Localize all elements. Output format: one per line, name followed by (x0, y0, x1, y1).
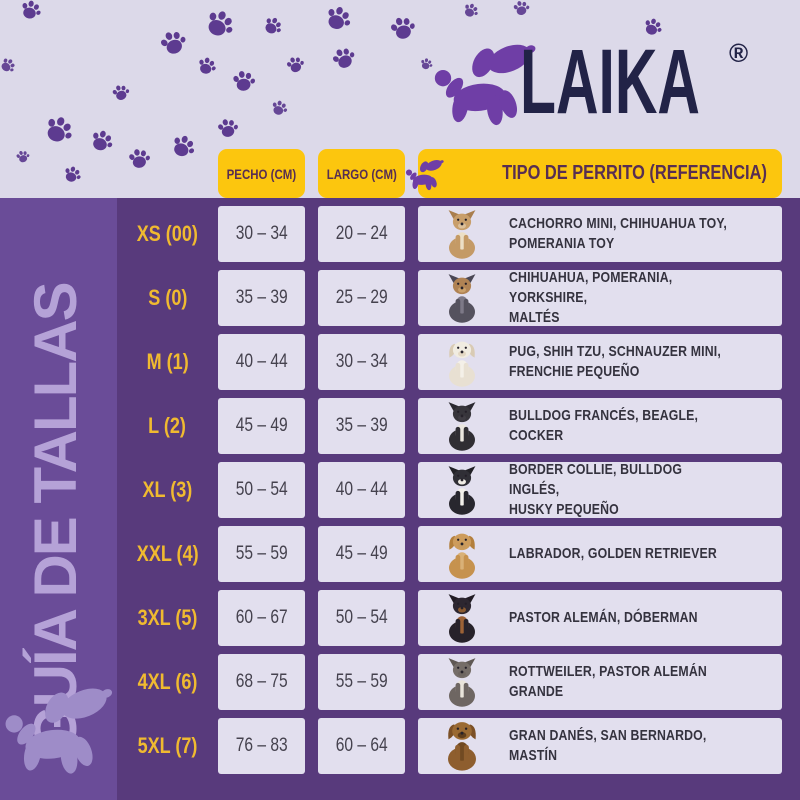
doberman-photo (431, 590, 493, 646)
balloon-dog-icon (405, 156, 449, 192)
paw-print-field (0, 0, 800, 198)
paw-print-icon (87, 127, 117, 155)
size-label: 4XL (6) (137, 669, 198, 694)
french-bulldog-photo (431, 398, 493, 454)
paw-print-icon (61, 164, 84, 185)
paw-print-icon (461, 1, 481, 21)
breed-list: PASTOR ALEMÁN, DÓBERMAN (509, 609, 698, 627)
size-label: M (1) (146, 349, 189, 374)
chest-value-cell: 45 – 49 (218, 398, 305, 454)
paw-print-icon (110, 81, 133, 103)
header-chest-label: PECHO (CM) (226, 165, 297, 182)
reference-cell: BULLDOG FRANCÉS, BEAGLE, COCKER (418, 398, 782, 454)
breed-list: GRAN DANÉS, SAN BERNARDO, MASTÍN (509, 727, 707, 764)
chest-value-cell: 76 – 83 (218, 718, 305, 774)
breed-list: LABRADOR, GOLDEN RETRIEVER (509, 545, 717, 563)
paw-print-icon (270, 98, 290, 117)
shih-tzu-photo (431, 334, 493, 390)
paw-print-icon (328, 42, 360, 73)
reference-cell: LABRADOR, GOLDEN RETRIEVER (418, 526, 782, 582)
length-value-cell: 45 – 49 (318, 526, 405, 582)
golden-retriever-photo (431, 526, 493, 582)
header-length-label: LARGO (CM) (326, 165, 397, 182)
breed-list: CACHORRO MINI, CHIHUAHUA TOY, POMERANIA … (509, 215, 727, 252)
paw-print-icon (40, 111, 78, 148)
paw-print-icon (231, 68, 258, 93)
paw-print-icon (168, 131, 199, 161)
length-value-cell: 50 – 54 (318, 590, 405, 646)
paw-print-icon (0, 55, 19, 77)
breed-list: ROTTWEILER, PASTOR ALEMÁN GRANDE (509, 663, 707, 700)
chest-value-cell: 30 – 34 (218, 206, 305, 262)
header-length: LARGO (CM) (318, 149, 405, 198)
length-value-cell: 55 – 59 (318, 654, 405, 710)
header-chest: PECHO (CM) (218, 149, 305, 198)
balloon-dog-icon (4, 676, 126, 780)
border-collie-photo (431, 462, 493, 518)
paw-print-icon (284, 53, 308, 76)
reference-cell: ROTTWEILER, PASTOR ALEMÁN GRANDE (418, 654, 782, 710)
reference-cell: CACHORRO MINI, CHIHUAHUA TOY, POMERANIA … (418, 206, 782, 262)
reference-cell: BORDER COLLIE, BULLDOG INGLÉS, HUSKY PEQ… (418, 461, 782, 518)
chest-value-cell: 40 – 44 (218, 334, 305, 390)
yorkshire-photo (431, 270, 493, 326)
size-label: S (0) (147, 285, 188, 310)
reference-cell: GRAN DANÉS, SAN BERNARDO, MASTÍN (418, 718, 782, 774)
paw-print-icon (322, 2, 355, 34)
rottweiler-photo (431, 654, 493, 710)
paw-print-icon (215, 115, 241, 140)
breed-list: BORDER COLLIE, BULLDOG INGLÉS, HUSKY PEQ… (509, 461, 683, 518)
reference-cell: PUG, SHIH TZU, SCHNAUZER MINI, FRENCHIE … (418, 334, 782, 390)
length-value-cell: 20 – 24 (318, 206, 405, 262)
paw-print-icon (201, 5, 240, 43)
paw-print-icon (419, 57, 434, 71)
length-value-cell: 25 – 29 (318, 270, 405, 326)
size-label: XXL (4) (136, 541, 199, 566)
size-label: XS (00) (136, 221, 199, 246)
breed-list: BULLDOG FRANCÉS, BEAGLE, COCKER (509, 407, 699, 444)
size-label: 5XL (7) (137, 733, 198, 758)
paw-print-icon (641, 16, 665, 39)
header-reference: TIPO DE PERRITO (REFERENCIA) (405, 149, 782, 198)
laika-wordmark: LAIKA (520, 36, 800, 128)
reference-cell: PASTOR ALEMÁN, DÓBERMAN (418, 590, 782, 646)
breed-list: PUG, SHIH TZU, SCHNAUZER MINI, FRENCHIE … (509, 343, 721, 380)
reference-cell: CHIHUAHUA, POMERANIA, YORKSHIRE, MALTÉS (418, 269, 782, 326)
paw-print-icon (14, 148, 31, 165)
paw-print-icon (511, 0, 531, 18)
chest-value-cell: 35 – 39 (218, 270, 305, 326)
chest-value-cell: 60 – 67 (218, 590, 305, 646)
chest-value-cell: 55 – 59 (218, 526, 305, 582)
size-label: L (2) (148, 413, 187, 438)
length-value-cell: 35 – 39 (318, 398, 405, 454)
paw-print-icon (195, 55, 218, 77)
length-value-cell: 60 – 64 (318, 718, 405, 774)
length-value-cell: 30 – 34 (318, 334, 405, 390)
paw-print-icon (18, 0, 44, 22)
registered-trademark: ® (729, 38, 749, 68)
length-value-cell: 40 – 44 (318, 462, 405, 518)
chest-value-cell: 50 – 54 (218, 462, 305, 518)
laika-wordmark-text: LAIKA (520, 31, 700, 133)
chihuahua-photo (431, 206, 493, 262)
paw-print-icon (126, 146, 153, 171)
paw-print-icon (260, 13, 286, 38)
mastiff-photo (431, 718, 493, 774)
size-label: XL (3) (142, 477, 193, 502)
breed-list: CHIHUAHUA, POMERANIA, YORKSHIRE, MALTÉS (509, 269, 673, 326)
paw-print-icon (156, 25, 191, 59)
paw-print-icon (387, 12, 420, 43)
chest-value-cell: 68 – 75 (218, 654, 305, 710)
balloon-dog-icon (430, 34, 552, 130)
header-reference-label: TIPO DE PERRITO (REFERENCIA) (501, 162, 767, 184)
size-label: 3XL (5) (137, 605, 198, 630)
